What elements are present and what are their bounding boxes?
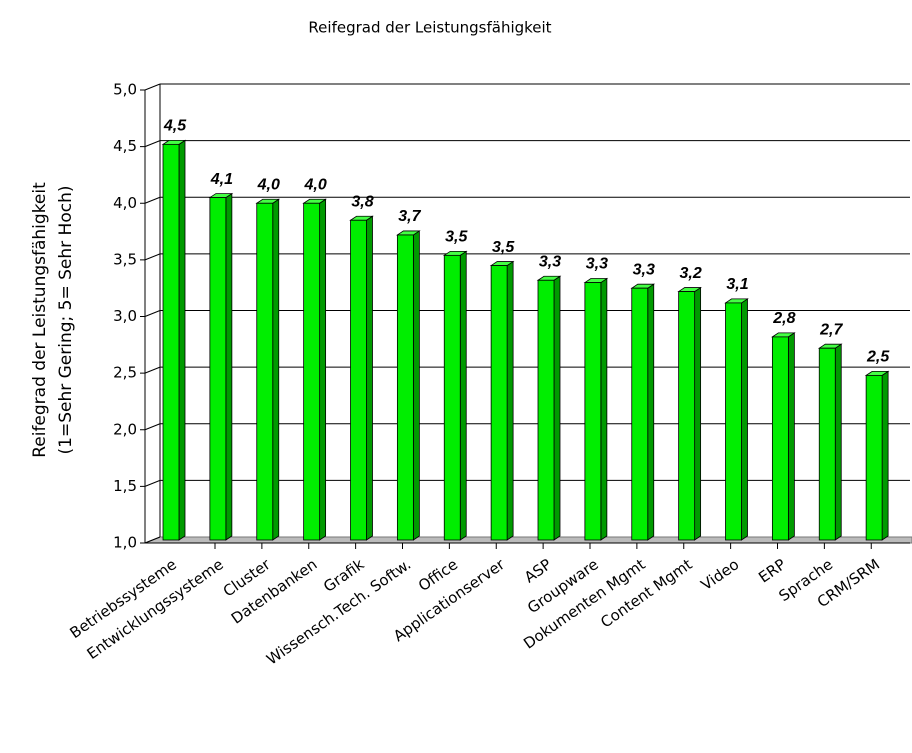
bar-side — [881, 370, 889, 541]
bar-side — [319, 198, 327, 541]
bar — [209, 197, 227, 541]
depth-line — [144, 196, 161, 204]
bar — [443, 254, 461, 541]
depth-line — [144, 366, 161, 374]
depth-line — [144, 536, 161, 544]
y-tick-label: 2,0 — [113, 420, 137, 438]
bar-side — [694, 286, 702, 541]
depth-line — [144, 253, 161, 261]
data-label: 3,2 — [680, 265, 702, 282]
bar — [256, 202, 274, 541]
depth-line — [144, 310, 161, 317]
bar — [303, 202, 321, 541]
bar-side — [647, 283, 655, 541]
y-tick-label: 1,0 — [113, 534, 137, 552]
bar — [865, 374, 883, 541]
data-label: 4,1 — [210, 171, 233, 188]
bar — [490, 265, 508, 541]
depth-line — [144, 423, 161, 431]
y-axis-label: (1=Sehr Gering; 5= Sehr Hoch) — [56, 186, 76, 455]
data-label: 3,7 — [398, 208, 421, 225]
depth-line — [144, 83, 161, 91]
bar-side — [787, 332, 795, 541]
depth-line — [144, 479, 161, 487]
data-label: 3,5 — [445, 229, 468, 246]
depth-line — [144, 140, 161, 148]
bar — [584, 282, 602, 541]
bar — [350, 219, 367, 541]
data-label: 4,5 — [163, 118, 187, 135]
bar-side — [272, 198, 280, 541]
bar-side — [178, 139, 186, 541]
bar — [631, 287, 649, 541]
bar-side — [366, 215, 373, 541]
bar — [396, 234, 414, 541]
bar — [771, 336, 789, 541]
bar — [725, 302, 742, 541]
bar-side — [225, 192, 233, 541]
data-label: 3,3 — [633, 261, 655, 278]
bar-side — [834, 343, 842, 541]
bar — [818, 347, 836, 541]
y-tick-label: 2,5 — [113, 364, 137, 382]
y-axis-label: Reifegrad der Leistungsfähigkeit — [30, 182, 50, 458]
y-tick-label: 3,0 — [113, 307, 137, 325]
bar-side — [741, 298, 748, 541]
y-tick-label: 5,0 — [113, 81, 137, 99]
x-tick-label: ASP — [521, 555, 555, 586]
x-tick-label: Video — [698, 555, 743, 594]
data-label: 4,0 — [304, 176, 327, 193]
data-label: 4,0 — [257, 176, 280, 193]
bar — [162, 143, 180, 541]
y-tick-label: 3,5 — [113, 250, 137, 268]
data-label: 2,7 — [819, 321, 843, 338]
y-tick-label: 1,5 — [113, 477, 137, 495]
bar-side — [553, 275, 561, 541]
chart-title: Reifegrad der Leistungsfähigkeit — [308, 19, 551, 37]
bar-side — [506, 260, 514, 541]
bar-side — [459, 250, 467, 541]
bar — [537, 279, 555, 541]
data-label: 2,8 — [772, 310, 795, 327]
bar — [678, 291, 696, 541]
data-label: 3,3 — [539, 253, 561, 270]
data-label: 3,8 — [351, 193, 373, 210]
bar-side — [412, 230, 420, 541]
data-label: 3,3 — [586, 256, 608, 273]
y-tick-label: 4,0 — [113, 194, 137, 212]
data-label: 2,5 — [866, 349, 890, 366]
data-label: 3,5 — [492, 239, 515, 256]
bar-side — [600, 277, 608, 541]
x-tick-label: ERP — [755, 555, 789, 586]
data-label: 3,1 — [726, 276, 748, 293]
y-tick-label: 4,5 — [113, 137, 137, 155]
